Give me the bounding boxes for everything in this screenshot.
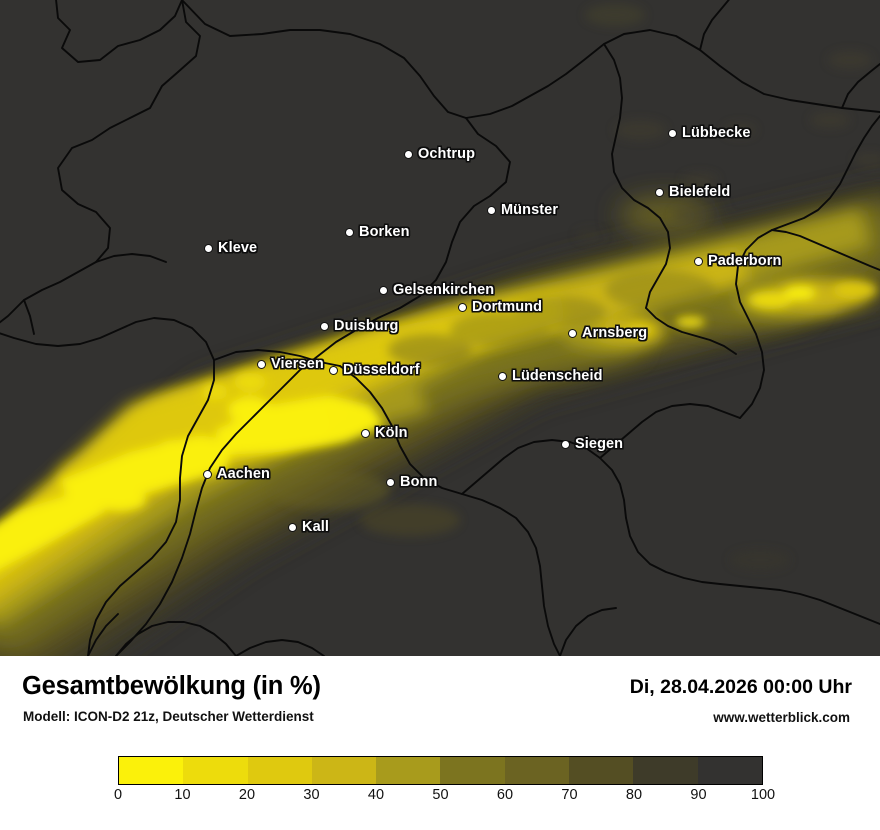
map-graphics bbox=[0, 0, 880, 656]
city-label-gelsenkirchen[interactable]: Gelsenkirchen bbox=[379, 282, 494, 298]
website-label: www.wetterblick.com bbox=[713, 710, 850, 725]
model-subtitle: Modell: ICON-D2 21z, Deutscher Wetterdie… bbox=[23, 709, 314, 724]
city-label-dortmund[interactable]: Dortmund bbox=[458, 299, 542, 315]
city-marker-icon bbox=[404, 149, 413, 159]
city-name-text: Lüdenscheid bbox=[512, 368, 603, 384]
colorbar-tick-50: 50 bbox=[432, 787, 449, 803]
city-label-l-bbecke[interactable]: Lübbecke bbox=[668, 125, 751, 141]
city-label-bielefeld[interactable]: Bielefeld bbox=[655, 184, 730, 200]
city-name-text: Arnsberg bbox=[582, 325, 648, 341]
weather-map-canvas[interactable]: Lübbecke Ochtrup Bielefeld Münster Borken Kle… bbox=[0, 0, 880, 656]
city-marker-icon bbox=[345, 227, 354, 237]
city-marker-icon bbox=[204, 243, 213, 253]
colorbar-tick-80: 80 bbox=[625, 787, 643, 803]
colorbar-band-30-40 bbox=[311, 757, 377, 784]
city-name-text: Köln bbox=[375, 425, 408, 441]
city-name-text: Dortmund bbox=[472, 299, 543, 315]
city-label-k-ln[interactable]: Köln bbox=[361, 425, 408, 441]
city-label-ochtrup[interactable]: Ochtrup bbox=[404, 146, 475, 162]
city-marker-icon bbox=[655, 187, 664, 197]
city-name-text: Bonn bbox=[400, 474, 438, 490]
colorbar-band-90-100 bbox=[697, 757, 762, 784]
city-label-kleve[interactable]: Kleve bbox=[204, 240, 257, 256]
city-marker-icon bbox=[487, 205, 496, 215]
colorbar-tick-70: 70 bbox=[561, 787, 578, 803]
colorbar-tick-0: 0 bbox=[113, 787, 123, 803]
administrative-borders bbox=[0, 0, 880, 656]
colorbar-band-10-20 bbox=[183, 757, 248, 784]
city-label-viersen[interactable]: Viersen bbox=[257, 356, 324, 372]
page-title: Gesamtbewölkung (in %) bbox=[22, 672, 321, 700]
city-marker-icon bbox=[329, 365, 338, 375]
colorbar-tick-60: 60 bbox=[496, 787, 514, 803]
colorbar-tick-90: 90 bbox=[690, 787, 707, 803]
city-label-duisburg[interactable]: Duisburg bbox=[320, 318, 398, 334]
city-marker-icon bbox=[386, 477, 395, 487]
colorbar-tick-30: 30 bbox=[303, 787, 320, 803]
map-footer: Gesamtbewölkung (in %) Modell: ICON-D2 2… bbox=[0, 656, 880, 830]
city-marker-icon bbox=[203, 469, 212, 479]
city-name-text: Viersen bbox=[271, 356, 324, 372]
city-name-text: Aachen bbox=[217, 466, 270, 482]
city-name-text: Düsseldorf bbox=[343, 362, 420, 378]
city-label-m-nster[interactable]: Münster bbox=[487, 202, 558, 218]
city-label-siegen[interactable]: Siegen bbox=[561, 436, 623, 452]
colorbar-tick-100: 100 bbox=[750, 787, 776, 803]
colorbar-swatches bbox=[118, 756, 763, 785]
city-marker-icon bbox=[458, 302, 467, 312]
city-label-borken[interactable]: Borken bbox=[345, 224, 410, 240]
city-name-text: Duisburg bbox=[334, 318, 399, 334]
colorbar-tick-labels: 0 10 20 30 40 50 60 70 80 90 100 bbox=[114, 787, 775, 809]
city-name-text: Siegen bbox=[575, 436, 624, 452]
city-label-arnsberg[interactable]: Arnsberg bbox=[568, 325, 647, 341]
city-marker-icon bbox=[498, 371, 507, 381]
colorbar-band-70-80 bbox=[569, 757, 634, 784]
city-marker-icon bbox=[694, 256, 703, 266]
colorbar-tick-10: 10 bbox=[174, 787, 191, 803]
city-name-text: Lübbecke bbox=[682, 125, 751, 141]
city-marker-icon bbox=[257, 359, 266, 369]
colorbar-band-80-90 bbox=[633, 757, 698, 784]
city-marker-icon bbox=[320, 321, 329, 331]
city-label-bonn[interactable]: Bonn bbox=[386, 474, 437, 490]
city-name-text: Kall bbox=[302, 519, 329, 535]
colorbar-band-50-60 bbox=[440, 757, 505, 784]
city-marker-icon bbox=[568, 328, 577, 338]
city-name-text: Bielefeld bbox=[669, 184, 731, 200]
valid-datetime: Di, 28.04.2026 00:00 Uhr bbox=[629, 676, 852, 698]
city-marker-icon bbox=[561, 439, 570, 449]
colorbar-band-0-10 bbox=[119, 757, 184, 784]
city-name-text: Münster bbox=[501, 202, 559, 218]
colorbar-band-40-50 bbox=[376, 757, 441, 784]
colorbar-tick-40: 40 bbox=[367, 787, 385, 803]
colorbar-band-20-30 bbox=[247, 757, 312, 784]
city-marker-icon bbox=[668, 128, 677, 138]
colorbar-legend: 0 10 20 30 40 50 60 70 80 90 100 bbox=[114, 756, 775, 803]
city-marker-icon bbox=[361, 428, 370, 438]
city-name-text: Borken bbox=[359, 224, 410, 240]
colorbar-tick-20: 20 bbox=[238, 787, 256, 803]
city-label-d-sseldorf[interactable]: Düsseldorf bbox=[329, 362, 420, 378]
city-name-text: Paderborn bbox=[708, 253, 782, 269]
city-marker-icon bbox=[288, 522, 297, 532]
city-label-paderborn[interactable]: Paderborn bbox=[694, 253, 781, 269]
city-name-text: Ochtrup bbox=[418, 146, 476, 162]
city-label-aachen[interactable]: Aachen bbox=[203, 466, 270, 482]
city-marker-icon bbox=[379, 285, 388, 295]
city-label-kall[interactable]: Kall bbox=[288, 519, 329, 535]
colorbar-band-60-70 bbox=[504, 757, 570, 784]
city-label-l-denscheid[interactable]: Lüdenscheid bbox=[498, 368, 603, 384]
cloud-cover-field bbox=[0, 4, 880, 656]
city-name-text: Kleve bbox=[218, 240, 258, 256]
city-name-text: Gelsenkirchen bbox=[393, 282, 495, 298]
